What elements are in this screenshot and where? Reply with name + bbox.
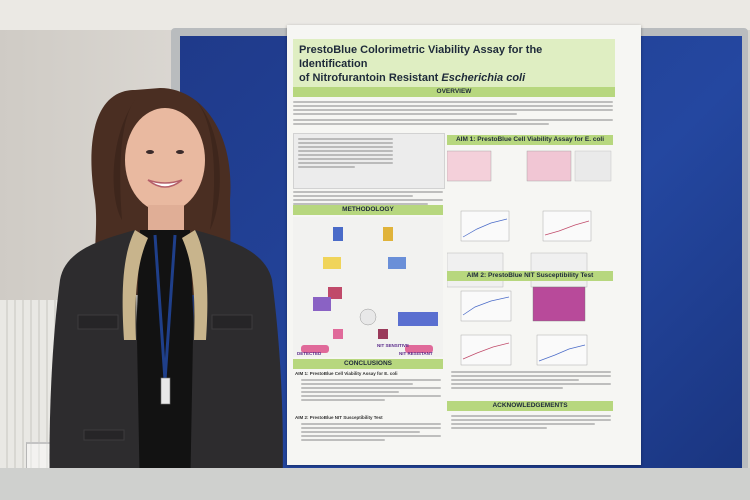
aim1-header: AIM 1: PrestoBlue Cell Viability Assay f…: [447, 135, 613, 145]
badge: [160, 377, 171, 405]
conclusion-aim1-text: [301, 379, 441, 403]
jacket-right: [190, 230, 283, 500]
aim2-header: AIM 2: PrestoBlue NIT Susceptibility Tes…: [447, 271, 613, 281]
poster-title: PrestoBlue Colorimetric Viability Assay …: [293, 39, 615, 89]
tube-yellow: [383, 227, 393, 241]
reagent-spot: [328, 287, 342, 299]
vial-yellow: [323, 257, 341, 269]
smile: [147, 179, 183, 188]
nit-resistant-label: NIT RESISTANT: [399, 351, 433, 356]
conclusion-aim2-text: [301, 423, 441, 443]
conclusion-aim2-title: AIM 2: PrestoBlue NIT Susceptibility Tes…: [295, 415, 383, 420]
figure-caption: [451, 371, 611, 391]
poster-title-plain: of Nitrofurantoin Resistant: [299, 72, 442, 84]
methodology-header: METHODOLOGY: [293, 205, 443, 215]
poster-title-italic: Escherichia coli: [441, 72, 526, 84]
label-box: [398, 312, 438, 326]
hypothesis-box: [293, 133, 445, 189]
conclusions-header: CONCLUSIONS: [293, 359, 443, 369]
nit-sensitive-label: NIT SENSITIVE: [377, 343, 410, 348]
tube-blue: [333, 227, 343, 241]
poster-title-line1: PrestoBlue Colorimetric Viability Assay …: [299, 44, 543, 70]
conclusion-aim1-title: AIM 1: PrestoBlue Cell Viability Assay f…: [295, 371, 398, 376]
person-presenter: [49, 88, 283, 500]
desk: [0, 468, 750, 500]
face: [125, 108, 205, 212]
conclusion-aim1: AIM 1: PrestoBlue Cell Viability Assay f…: [295, 371, 445, 377]
aim2-figures: [460, 286, 588, 366]
acknowledgements-text: [451, 415, 611, 431]
aims-list: [293, 191, 443, 207]
conclusion-aim2: AIM 2: PrestoBlue NIT Susceptibility Tes…: [295, 415, 445, 421]
collar-left: [122, 230, 148, 340]
overview-header: OVERVIEW: [293, 87, 615, 97]
overview-text: [293, 101, 613, 127]
colour-swatch: [313, 297, 331, 311]
detected-label: DETECTED: [297, 351, 322, 356]
poster-title-line2: of Nitrofurantoin Resistant Escherichia …: [299, 71, 609, 85]
aim2-plate: [532, 286, 586, 322]
methodology-diagram: [293, 217, 443, 357]
collar-right: [182, 230, 208, 340]
vial-blue: [388, 257, 406, 269]
aim1-figures: [447, 150, 612, 288]
research-poster: PrestoBlue Colorimetric Viability Assay …: [287, 25, 641, 465]
acknowledgements-header: ACKNOWLEDGEMENTS: [447, 401, 613, 411]
